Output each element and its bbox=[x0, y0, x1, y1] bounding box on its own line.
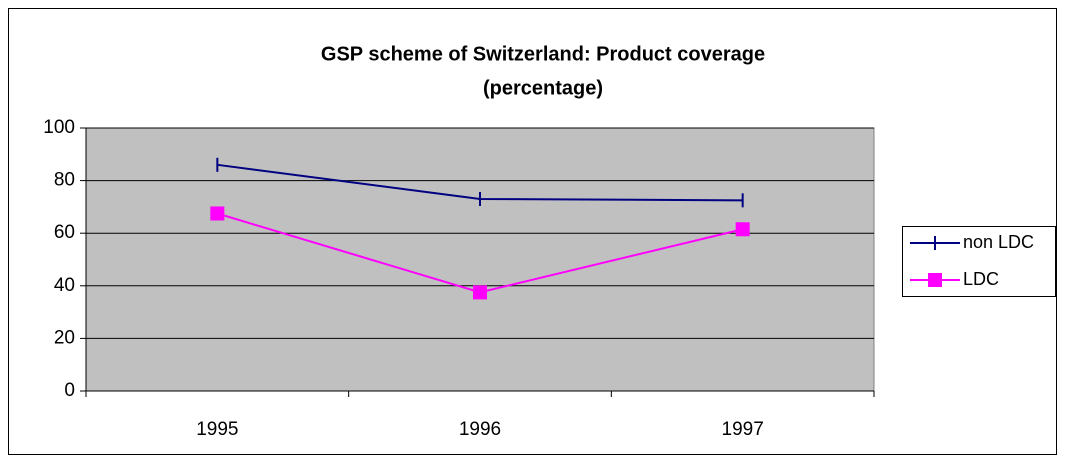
y-tick-label: 80 bbox=[54, 170, 75, 191]
chart-title: (percentage) bbox=[483, 77, 603, 99]
marker bbox=[210, 206, 225, 221]
y-tick-label: 100 bbox=[43, 117, 75, 138]
plot-area bbox=[85, 127, 875, 392]
legend-label: non LDC bbox=[963, 232, 1034, 252]
x-tick-label: 1996 bbox=[459, 419, 501, 440]
y-tick-label: 0 bbox=[64, 380, 75, 401]
marker bbox=[735, 222, 750, 237]
y-tick-label: 60 bbox=[54, 222, 75, 243]
marker bbox=[473, 285, 487, 300]
legend-marker bbox=[928, 273, 942, 287]
x-tick-label: 1995 bbox=[196, 419, 238, 440]
y-tick-label: 40 bbox=[54, 275, 75, 296]
chart-title: GSP scheme of Switzerland: Product cover… bbox=[321, 43, 765, 65]
legend-label: LDC bbox=[963, 269, 999, 289]
x-tick-label: 1997 bbox=[722, 419, 764, 440]
y-tick-label: 20 bbox=[54, 327, 75, 348]
